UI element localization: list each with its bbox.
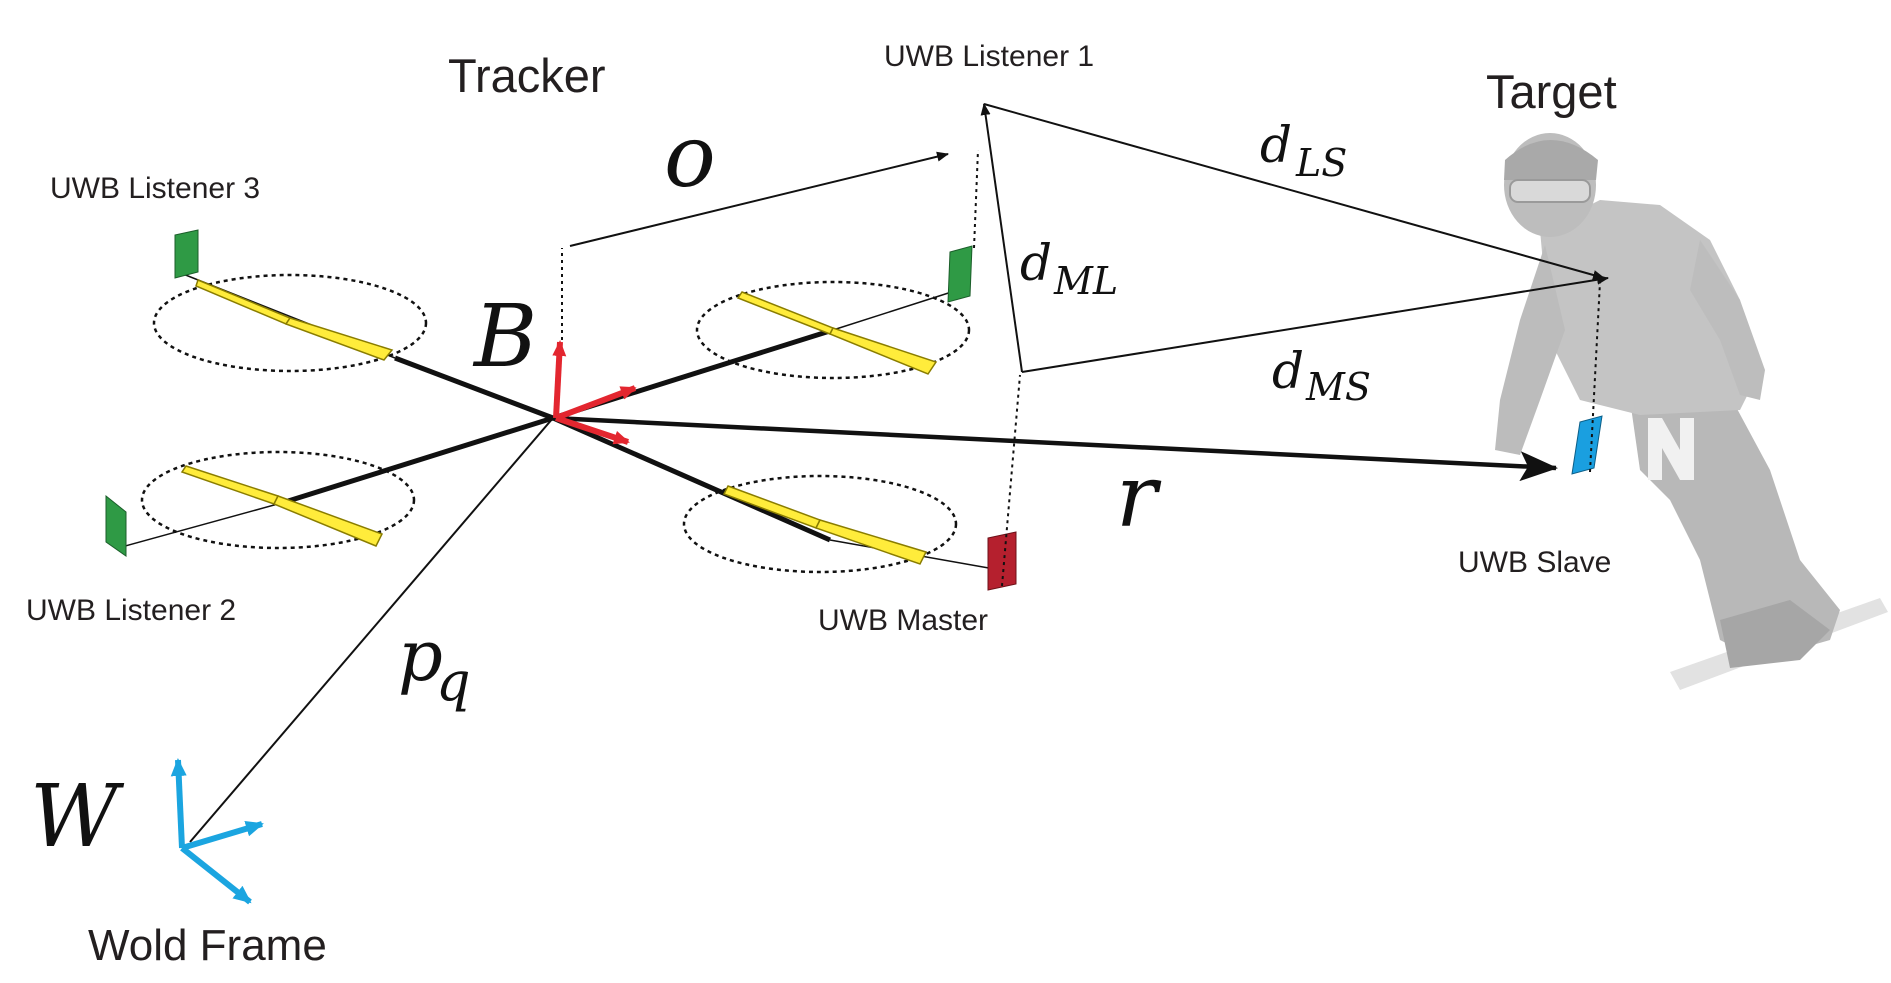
rotor-disc [140,450,416,550]
symbol-d-ml-subscript: ML [1053,259,1118,303]
propeller-blade [722,485,822,529]
propeller-blade [195,278,292,325]
snowboarder-icon [1495,133,1888,690]
rotor-disc [682,474,958,574]
rotor-disc [695,280,971,380]
body-frame-axes [552,340,637,445]
vector-o [569,151,949,247]
vector-d-ms [1021,274,1609,373]
world-frame-label: Wold Frame [88,921,327,970]
propeller-blade [180,465,280,505]
symbol-d-ml: d [1020,234,1052,292]
vector-d-ml [980,103,1023,373]
uwb-slave-node [1571,415,1603,475]
symbol-d-ls: d [1260,116,1292,174]
uwb-listener-3-node [174,229,199,279]
propeller-blade [272,495,384,547]
uwb-listener-2-label: UWB Listener 2 [26,594,236,627]
uwb-master-label: UWB Master [818,604,988,637]
quadrotor-icon [117,271,1001,574]
propeller-blade [284,317,394,361]
symbol-r: r [1116,447,1162,547]
uwb-listener-2-node [105,494,127,557]
vector-r [552,415,1558,482]
rotor-disc [152,273,428,373]
symbol-p: p [398,615,443,697]
uwb-master-node [987,531,1017,591]
propeller-blade [814,519,928,565]
symbol-B: B [472,287,537,387]
symbol-d-ms-subscript: MS [1305,365,1371,409]
symbol-o: o [664,107,716,207]
uwb-slave-label: UWB Slave [1458,546,1611,579]
tracker-label: Tracker [448,49,606,102]
target-label: Target [1486,65,1617,118]
uwb-listener-1-node [947,245,973,303]
symbol-p-subscript: q [436,650,471,713]
world-frame-axes [170,758,264,905]
vector-d-ls [983,103,1605,280]
propeller-blade [736,291,835,335]
symbol-d-ls-subscript: LS [1295,141,1347,185]
vector-p-q [189,417,554,843]
propeller-blade [828,327,938,375]
uwb-listener-3-label: UWB Listener 3 [50,172,260,205]
symbol-d-ms: d [1272,342,1304,400]
symbol-W: W [30,767,125,867]
uwb-listener-1-label: UWB Listener 1 [884,40,1094,73]
